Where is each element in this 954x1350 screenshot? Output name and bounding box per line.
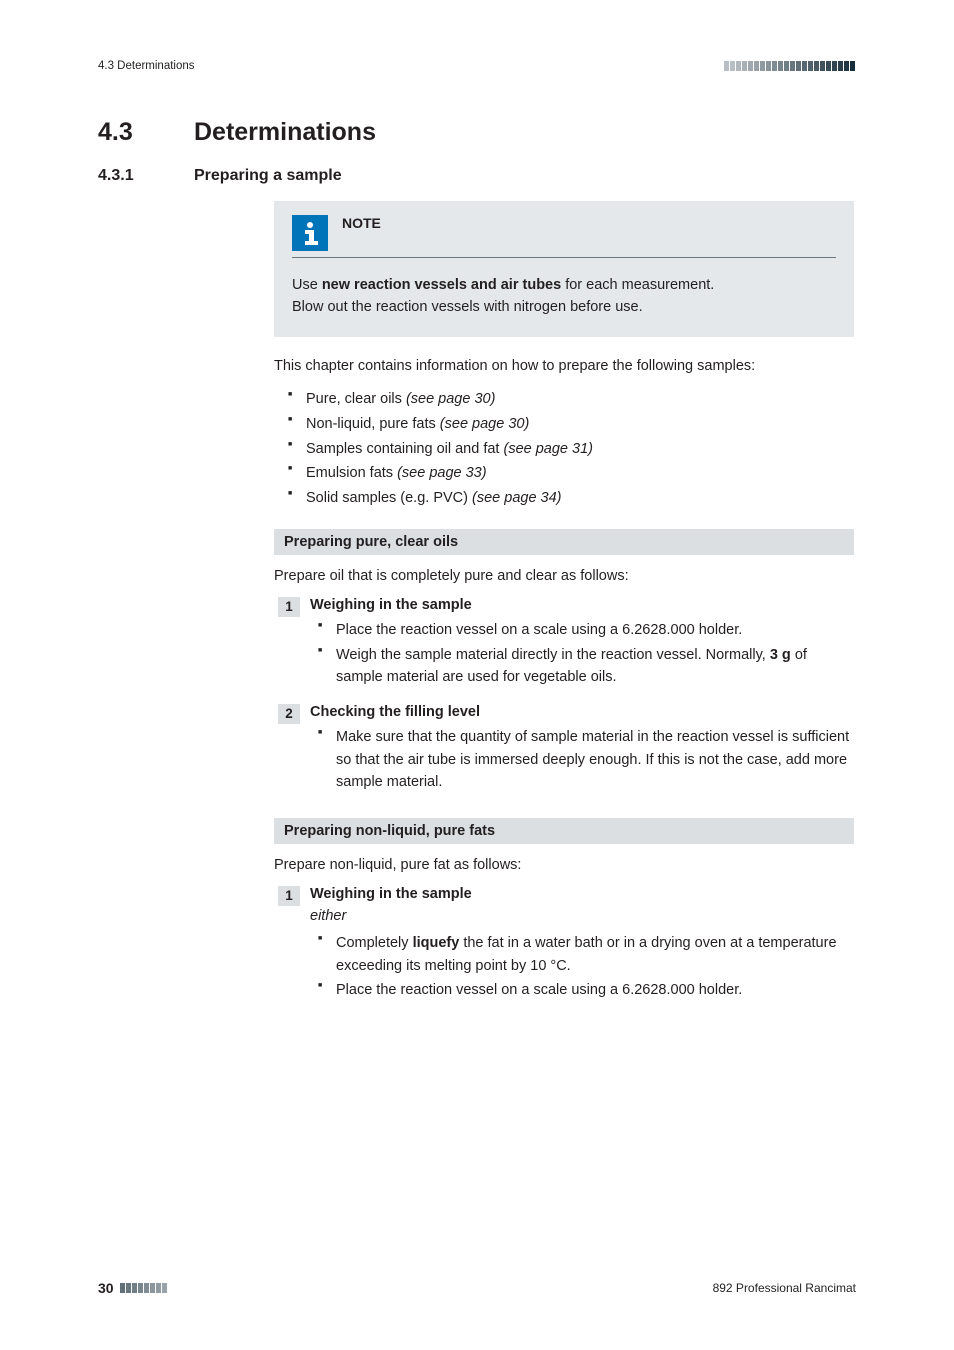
subsection-heading-4-3-1: 4.3.1 Preparing a sample (98, 167, 856, 185)
step-number: 1 (278, 886, 300, 906)
page-footer: 30 892 Professional Rancimat (98, 1280, 856, 1296)
note-bold: new reaction vessels and air tubes (322, 277, 561, 293)
page-number: 30 (98, 1280, 114, 1296)
header-bar-strip (724, 61, 856, 71)
step-item-list: Place the reaction vessel on a scale usi… (310, 619, 854, 688)
note-label: NOTE (342, 215, 381, 231)
section-title: Determinations (194, 118, 376, 147)
intro-paragraph: This chapter contains information on how… (274, 355, 854, 377)
step-item-list: Make sure that the quantity of sample ma… (310, 726, 854, 793)
subheading-pure-clear-oils: Preparing pure, clear oils (274, 529, 854, 555)
step-body: Weighing in the sample either Completely l… (310, 886, 854, 1007)
info-icon (292, 215, 328, 251)
note-body: Use new reaction vessels and air tubes f… (292, 274, 836, 319)
footer-left: 30 (98, 1280, 168, 1296)
footer-product-name: 892 Professional Rancimat (713, 1281, 856, 1295)
step-body: Checking the filling level Make sure that… (310, 704, 854, 799)
step: 1 Weighing in the sample either Completely … (278, 886, 854, 1007)
sample-type-list: Pure, clear oils (see page 30)Non-liquid… (274, 387, 854, 510)
section2-intro: Prepare non-liquid, pure fat as follows: (274, 854, 854, 876)
step-subtitle: either (310, 908, 854, 924)
section1-intro: Prepare oil that is completely pure and … (274, 565, 854, 587)
list-item: Solid samples (e.g. PVC) (see page 34) (288, 486, 854, 511)
step-number: 2 (278, 704, 300, 724)
footer-bar-strip (120, 1283, 168, 1293)
list-item: Emulsion fats (see page 33) (288, 461, 854, 486)
note-box: NOTE Use new reaction vessels and air tu… (274, 201, 854, 337)
section-heading-4-3: 4.3 Determinations (98, 118, 856, 147)
step: 2 Checking the filling level Make sure tha… (278, 704, 854, 799)
note-text: Use (292, 277, 322, 293)
running-header: 4.3 Determinations (98, 60, 856, 72)
step-item-list: Completely liquefy the fat in a water ba… (310, 932, 854, 1001)
list-item: Samples containing oil and fat (see page… (288, 437, 854, 462)
note-header: NOTE (292, 215, 836, 258)
running-header-left: 4.3 Determinations (98, 60, 195, 72)
subheading-non-liquid-fats: Preparing non-liquid, pure fats (274, 818, 854, 844)
list-item: Make sure that the quantity of sample ma… (318, 726, 854, 793)
subsection-number: 4.3.1 (98, 167, 154, 185)
list-item: Non-liquid, pure fats (see page 30) (288, 412, 854, 437)
list-item: Place the reaction vessel on a scale usi… (318, 619, 854, 641)
step-title: Checking the filling level (310, 704, 854, 720)
step-title: Weighing in the sample (310, 886, 854, 902)
subsection-title: Preparing a sample (194, 167, 342, 185)
list-item: Weigh the sample material directly in th… (318, 644, 854, 689)
step-number: 1 (278, 597, 300, 617)
list-item: Place the reaction vessel on a scale usi… (318, 979, 854, 1001)
list-item: Completely liquefy the fat in a water ba… (318, 932, 854, 977)
content-column: NOTE Use new reaction vessels and air tu… (274, 201, 854, 1008)
list-item: Pure, clear oils (see page 30) (288, 387, 854, 412)
note-text: Blow out the reaction vessels with nitro… (292, 299, 643, 315)
step-body: Weighing in the sample Place the reaction… (310, 597, 854, 694)
step: 1 Weighing in the sample Place the reactio… (278, 597, 854, 694)
step-title: Weighing in the sample (310, 597, 854, 613)
note-text: for each measurement. (561, 277, 714, 293)
section-number: 4.3 (98, 118, 154, 147)
